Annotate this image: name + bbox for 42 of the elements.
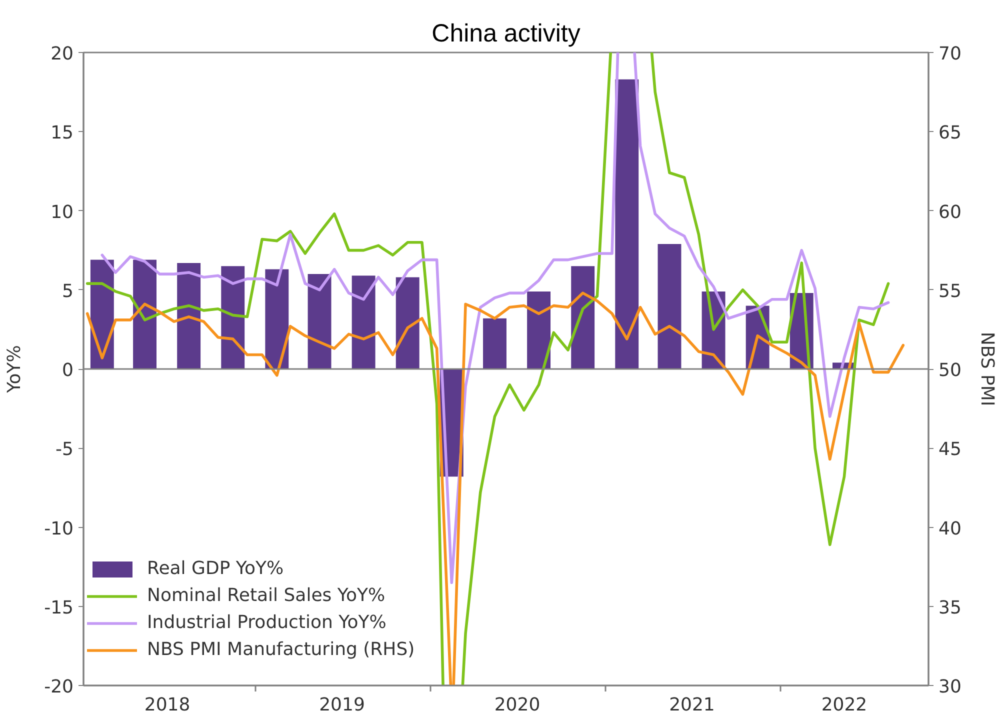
y-tick-label: -10 bbox=[44, 518, 74, 540]
bar bbox=[483, 318, 506, 369]
y-tick-label: 0 bbox=[62, 360, 74, 381]
y-tick-label: 5 bbox=[62, 280, 74, 302]
chart-title: China activity bbox=[432, 20, 581, 48]
x-tick-label: 2021 bbox=[669, 694, 715, 713]
legend-label: NBS PMI Manufacturing (RHS) bbox=[147, 638, 415, 662]
y-tick-label: 10 bbox=[50, 202, 74, 223]
y2-tick-label: 40 bbox=[938, 518, 962, 540]
y2-tick-label: 50 bbox=[938, 360, 962, 381]
y-axis-title: YoY% bbox=[4, 345, 26, 394]
y2-axis-title: NBS PMI bbox=[976, 332, 998, 406]
bar bbox=[527, 291, 551, 369]
bar bbox=[133, 260, 157, 369]
bar bbox=[265, 269, 289, 369]
bar bbox=[615, 79, 639, 369]
y2-tick-label: 30 bbox=[938, 676, 962, 698]
bar bbox=[658, 244, 682, 369]
y2-tick-label: 60 bbox=[938, 202, 962, 223]
y2-tick-label: 65 bbox=[938, 122, 962, 144]
y-tick-label: -5 bbox=[56, 439, 74, 460]
y2-tick-label: 35 bbox=[938, 597, 962, 618]
y-tick-label: -20 bbox=[44, 676, 74, 698]
x-tick-label: 2020 bbox=[494, 694, 540, 713]
legend-label: Real GDP YoY% bbox=[147, 557, 284, 581]
y2-tick-label: 55 bbox=[938, 280, 962, 302]
bar bbox=[177, 262, 201, 369]
x-tick-label: 2019 bbox=[319, 694, 365, 713]
y2-tick-label: 70 bbox=[938, 44, 962, 64]
y-tick-label: 15 bbox=[50, 122, 74, 144]
x-tick-label: 2018 bbox=[144, 694, 190, 713]
bar bbox=[352, 276, 376, 369]
legend-label: Nominal Retail Sales YoY% bbox=[147, 584, 386, 608]
bar bbox=[308, 274, 332, 369]
legend-label: Industrial Production YoY% bbox=[147, 611, 386, 635]
y-tick-label: -15 bbox=[44, 597, 74, 618]
bar bbox=[221, 266, 245, 369]
y2-tick-label: 45 bbox=[938, 439, 962, 460]
x-tick-label: 2022 bbox=[821, 694, 868, 713]
y-tick-label: 20 bbox=[50, 44, 74, 64]
bar bbox=[396, 277, 420, 369]
bar bbox=[571, 266, 595, 369]
